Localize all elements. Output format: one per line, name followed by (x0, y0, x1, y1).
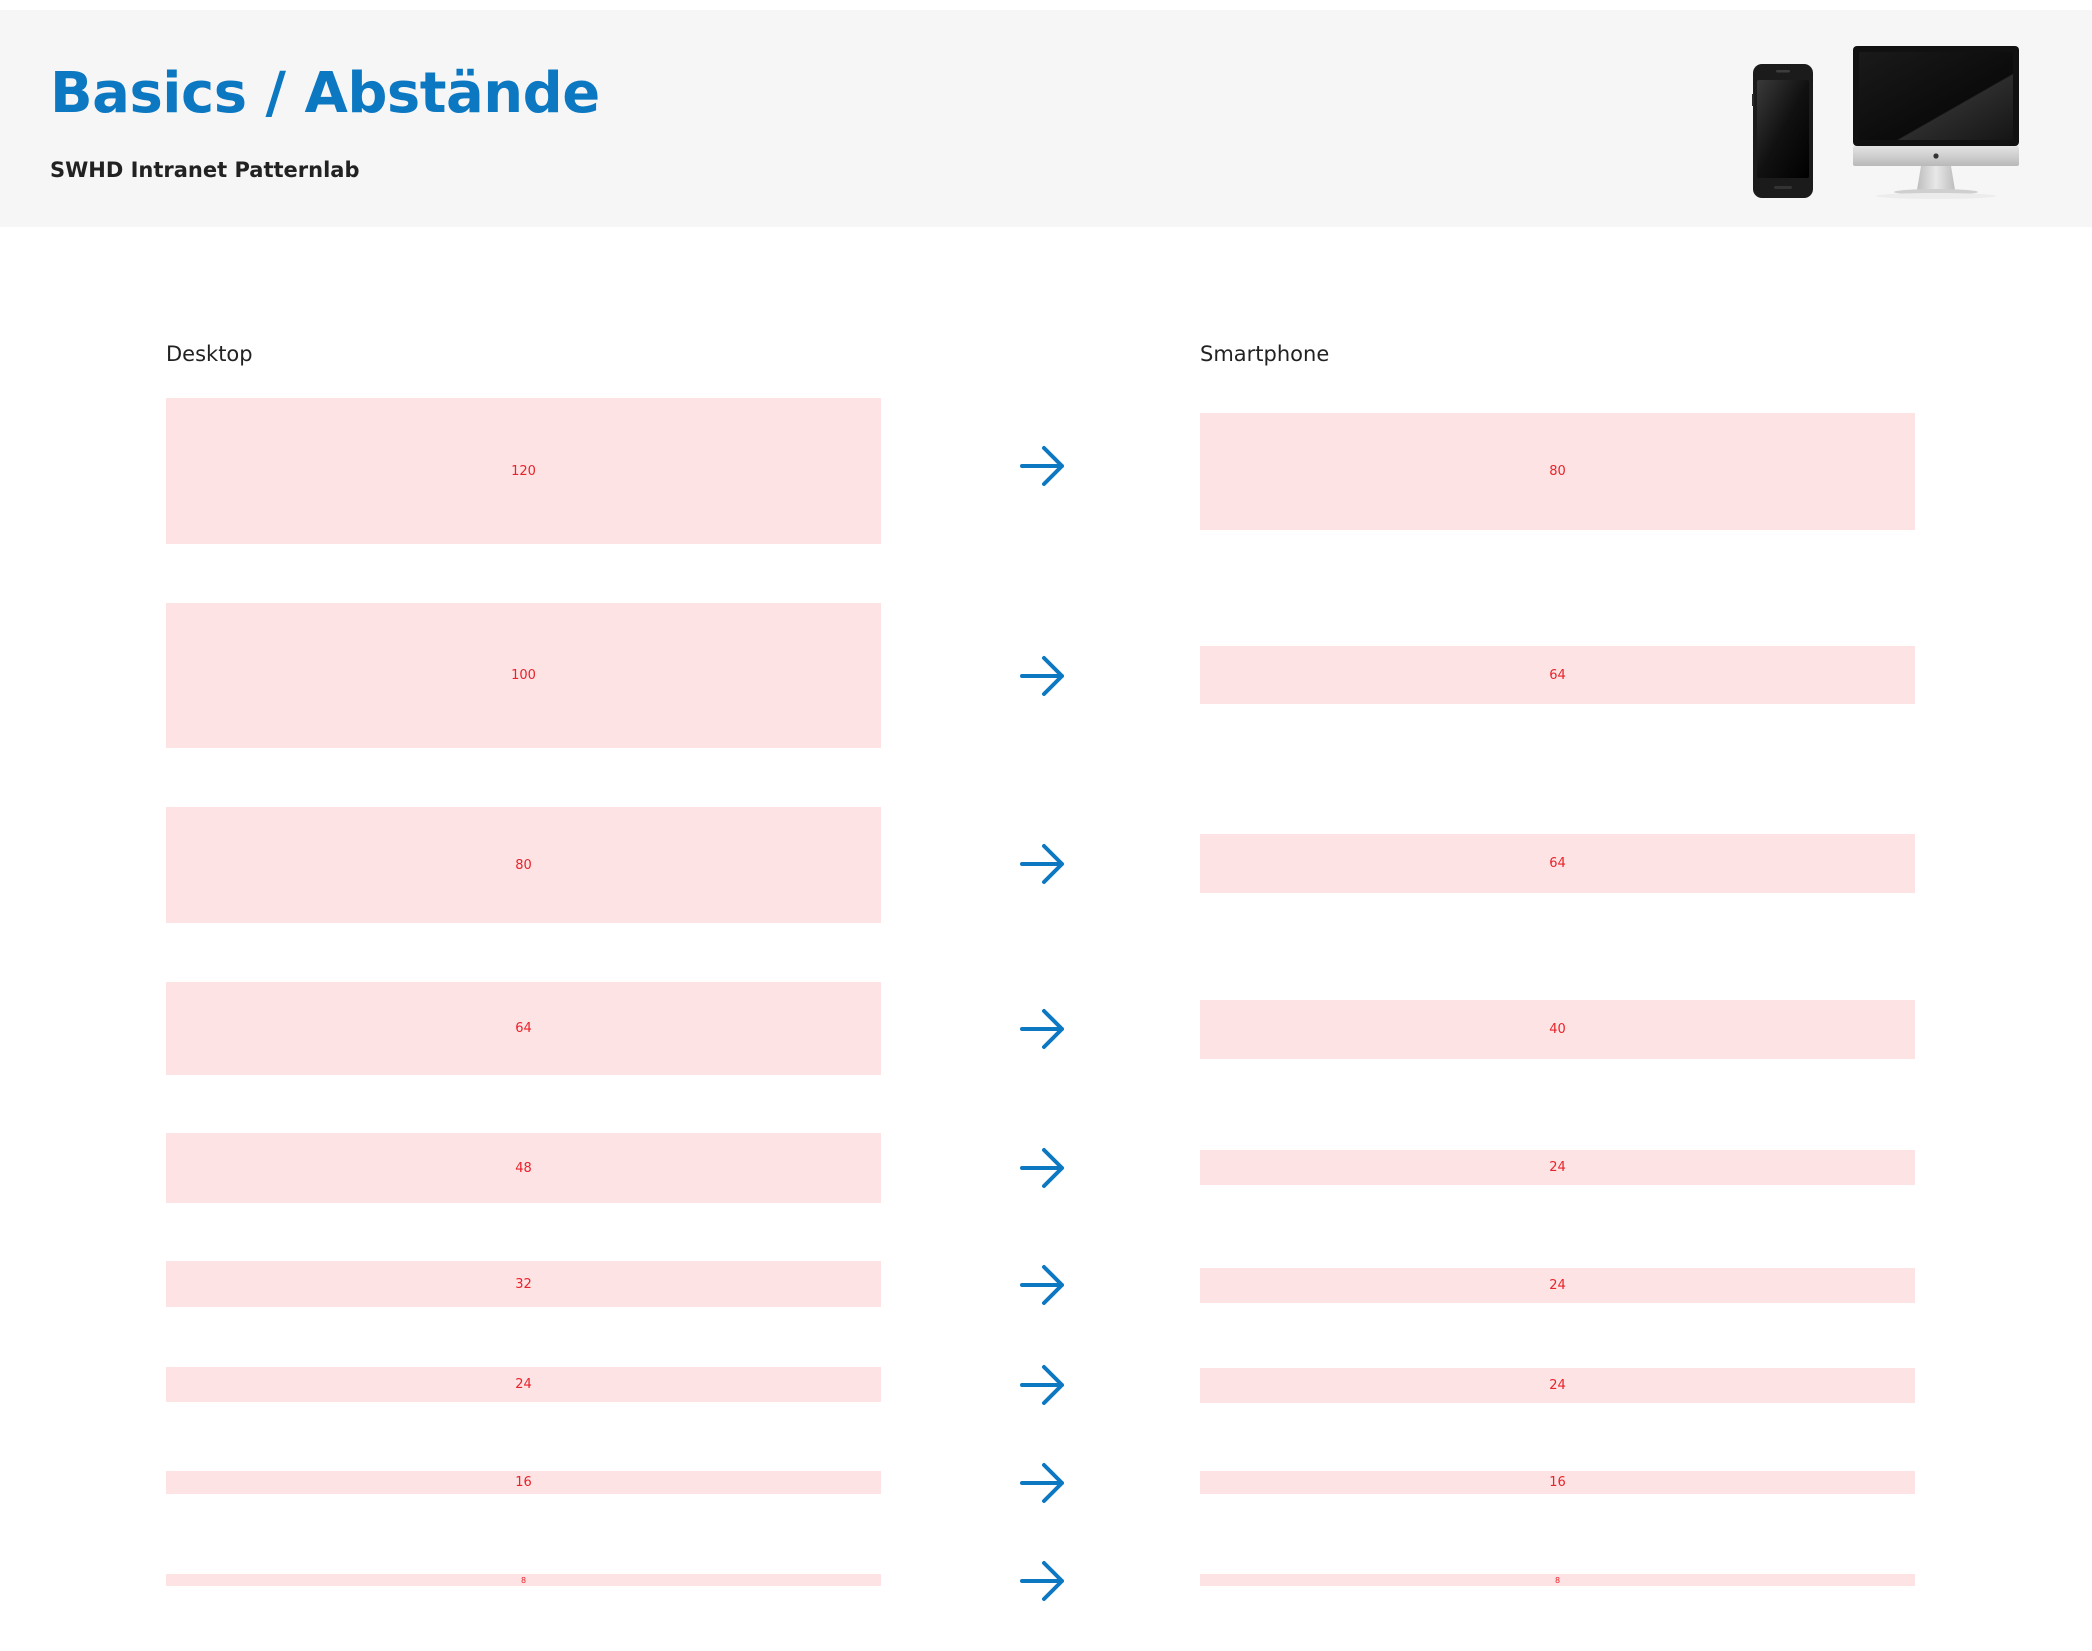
desktop-spacing-value: 80 (515, 857, 532, 873)
smartphone-spacing-value: 24 (1549, 1160, 1566, 1175)
smartphone-spacing-value: 24 (1549, 1278, 1566, 1293)
desktop-spacing-value: 100 (511, 668, 536, 683)
arrow-right-icon (1020, 1148, 1064, 1188)
smartphone-spacing-block: 24 (1200, 1268, 1915, 1303)
smartphone-spacing-block: 80 (1200, 413, 1915, 530)
smartphone-spacing-value: 40 (1549, 1022, 1566, 1037)
desktop-spacing-block: 16 (166, 1471, 881, 1494)
arrow-right-icon (1020, 1265, 1064, 1305)
page-title: Basics / Abstände (50, 61, 600, 126)
desktop-spacing-value: 48 (515, 1160, 532, 1176)
desktop-monitor-icon (1853, 46, 2019, 199)
arrow-right-icon (1020, 1009, 1064, 1049)
smartphone-spacing-value: 64 (1549, 856, 1566, 871)
smartphone-spacing-value: 24 (1549, 1378, 1566, 1393)
page-subtitle: SWHD Intranet Patternlab (50, 158, 360, 182)
desktop-spacing-block: 32 (166, 1261, 881, 1307)
arrow-right-icon (1020, 844, 1064, 884)
arrow-right-icon (1020, 446, 1064, 486)
arrow-right-icon (1020, 1463, 1064, 1503)
desktop-spacing-value: 16 (515, 1475, 532, 1490)
arrow-right-icon (1020, 1365, 1064, 1405)
smartphone-spacing-block: 40 (1200, 1000, 1915, 1059)
desktop-column-label: Desktop (166, 342, 253, 366)
smartphone-spacing-block: 16 (1200, 1471, 1915, 1494)
arrow-right-icon (1020, 1561, 1064, 1601)
smartphone-spacing-value: 80 (1549, 464, 1566, 479)
desktop-spacing-value: 32 (515, 1276, 532, 1292)
desktop-spacing-block: 48 (166, 1133, 881, 1203)
smartphone-spacing-block: 8 (1200, 1574, 1915, 1586)
desktop-spacing-value: 8 (520, 1575, 527, 1585)
desktop-spacing-block: 80 (166, 807, 881, 923)
desktop-spacing-value: 120 (511, 463, 536, 479)
smartphone-spacing-block: 64 (1200, 834, 1915, 893)
smartphone-spacing-value: 8 (1554, 1575, 1561, 1585)
smartphone-spacing-value: 16 (1549, 1475, 1566, 1490)
desktop-spacing-value: 24 (515, 1377, 532, 1392)
smartphone-column-label: Smartphone (1200, 342, 1330, 366)
desktop-spacing-block: 120 (166, 398, 881, 544)
smartphone-spacing-block: 24 (1200, 1368, 1915, 1403)
arrow-right-icon (1020, 656, 1064, 696)
smartphone-spacing-value: 64 (1549, 667, 1566, 683)
desktop-spacing-block: 64 (166, 982, 881, 1075)
desktop-spacing-block: 8 (166, 1574, 881, 1586)
page-header: Basics / Abstände SWHD Intranet Patternl… (0, 10, 2092, 227)
smartphone-spacing-block: 64 (1200, 646, 1915, 704)
desktop-spacing-block: 24 (166, 1367, 881, 1402)
smartphone-icon (1752, 64, 1813, 198)
desktop-spacing-value: 64 (515, 1021, 532, 1036)
smartphone-spacing-block: 24 (1200, 1150, 1915, 1185)
desktop-spacing-block: 100 (166, 603, 881, 748)
